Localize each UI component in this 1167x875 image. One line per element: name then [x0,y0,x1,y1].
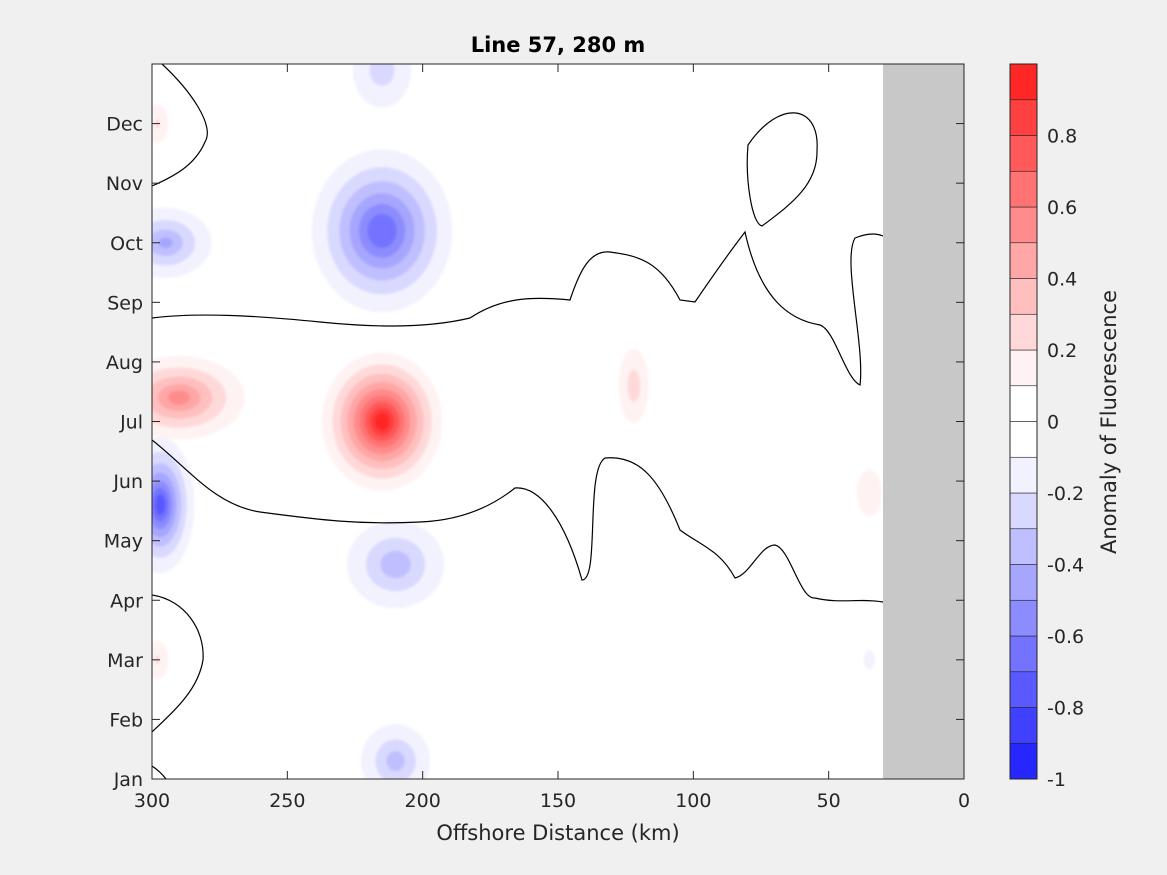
colorbar-segment [1009,99,1038,136]
colorbar-tick-label: 0 [1047,412,1059,434]
x-tick-label: 300 [134,790,170,812]
colorbar-label: Anomaly of Fluorescence [1097,290,1121,554]
anomaly-offshore-positive [618,348,649,423]
x-tick-label: 250 [269,790,305,812]
zero-contour-dec-loop [746,112,818,227]
colorbar-segment [1009,421,1038,458]
colorbar-tick-label: 0.2 [1047,340,1077,362]
anomaly-nearshore-positive [856,469,882,517]
colorbar-segment [1009,528,1038,565]
y-tick-label: Sep [107,292,143,314]
x-tick-label: 0 [958,790,970,812]
axis-ticks: 300 250 200 150 100 50 0 Jan Feb Mar Apr May Jun Jul A… [104,64,970,812]
anomaly-spring-negative [346,520,445,609]
colorbar-tick-label: -0.2 [1047,483,1084,505]
anomaly-autumn-negative-west [152,207,212,278]
chart-title: Line 57, 280 m [471,33,646,57]
anomaly-nearshore-negative [863,650,875,670]
colorbar-tick-label: -0.8 [1047,698,1084,720]
x-tick-label: 50 [817,790,841,812]
colorbar-tick-label: 0.6 [1047,197,1077,219]
contour-band [168,390,190,405]
y-tick-label: May [104,531,143,553]
anomaly-winter-negative [361,724,431,779]
zero-contour-dec-west [152,64,208,187]
colorbar-segment [1009,278,1038,315]
y-tick-label: Feb [109,709,143,731]
colorbar-outline [1009,63,1038,780]
y-tick-label: Nov [106,173,143,195]
contour-band [863,650,875,670]
y-tick-label: Aug [106,352,143,374]
zero-contour-summer-top [152,230,884,386]
colorbar-segment [1009,206,1038,244]
y-tick-label: Jul [119,412,143,434]
colorbar-segment [1009,635,1038,673]
plot-area [152,64,964,779]
contour-band [367,213,397,248]
zero-contour-mar-west [152,594,204,733]
anomaly-winter-end-negative [352,64,412,108]
colorbar-segment [1009,385,1038,422]
anomaly-summer-positive-secondary [152,355,245,440]
colorbar-segment [1009,671,1038,708]
colorbar-tick-label: -1 [1047,769,1066,791]
zero-contour-jan-west [152,765,167,779]
zero-contour-lines [152,64,884,779]
y-tick-label: Jan [113,769,143,791]
x-tick-label: 100 [675,790,711,812]
contour-band [374,412,390,431]
x-tick-label: 150 [540,790,576,812]
colorbar-tick-label: -0.4 [1047,555,1084,577]
colorbar-segment [1009,599,1038,637]
contour-band [627,369,641,402]
y-tick-label: Oct [110,233,143,255]
colorbar-segment [1009,456,1038,494]
colorbar-segment [1009,313,1038,351]
colorbar-segment [1009,564,1038,601]
colorbar-tick-label: -0.6 [1047,626,1084,648]
colorbar-segment [1009,707,1038,744]
no-data-mask [883,64,964,779]
contour-band [856,469,882,517]
anomaly-contours [152,64,882,779]
contour-band [369,64,395,86]
anomaly-early-summer-negative [152,436,195,574]
colorbar-segment [1009,170,1038,208]
colorbar-segment [1009,63,1038,101]
colorbar: -1 -0.8 -0.6 -0.4 -0.2 0 0.2 0.4 0.6 0.8 [1009,63,1084,791]
contour-band [386,751,405,772]
y-tick-label: Mar [107,650,143,672]
anomaly-summer-positive-anomaly [321,352,443,491]
colorbar-tick-label: 0.4 [1047,269,1077,291]
contour-band [155,494,166,516]
y-tick-label: Apr [110,590,143,612]
x-axis-label: Offshore Distance (km) [436,821,679,845]
contour-band [380,550,411,579]
colorbar-tick-label: 0.8 [1047,126,1077,148]
anomaly-autumn-negative [311,149,453,313]
x-tick-label: 200 [405,790,441,812]
zero-contour-summer-bottom [152,439,884,603]
colorbar-segment [1009,349,1038,387]
colorbar-segment [1009,242,1038,279]
colorbar-segment [1009,742,1038,780]
colorbar-segment [1009,492,1038,530]
y-tick-label: Dec [106,114,143,136]
contour-band [158,237,173,248]
colorbar-segment [1009,135,1038,172]
y-tick-label: Jun [112,471,143,493]
